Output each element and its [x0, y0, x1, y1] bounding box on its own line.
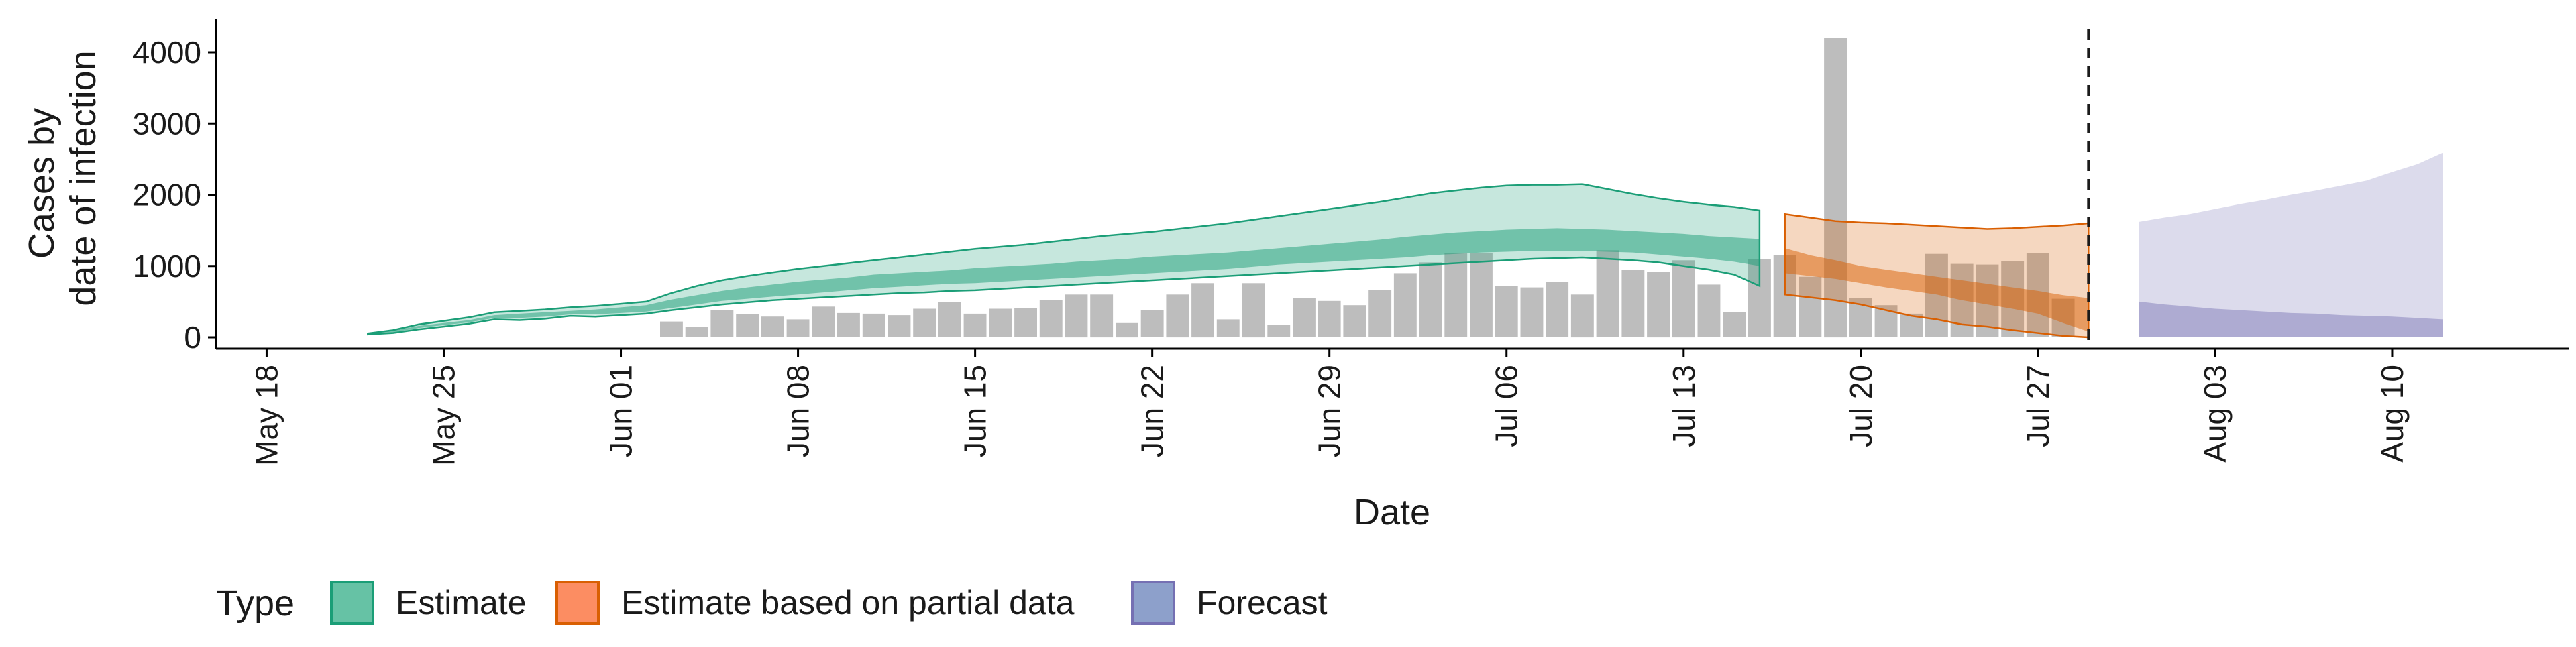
x-tick-label: Jun 08: [781, 365, 816, 457]
reported-cases-bar: [1520, 287, 1544, 337]
reported-cases-bar: [1343, 305, 1366, 337]
reported-cases-bar: [1824, 38, 1847, 338]
reported-cases-bar: [1697, 284, 1721, 337]
legend-label-estimate: Estimate: [396, 584, 527, 622]
reported-cases-bar: [1621, 270, 1645, 337]
reported-cases-bar: [1570, 294, 1594, 338]
reported-cases-bar: [1191, 283, 1214, 338]
x-tick-label: Jul 13: [1666, 365, 1701, 447]
x-tick-label: Jul 27: [2021, 365, 2055, 447]
y-axis-title-line-1: Cases by: [21, 108, 62, 259]
reported-cases-bar: [1723, 312, 1746, 337]
estimate-band-50: [368, 228, 1760, 335]
y-tick-label: 4000: [133, 35, 201, 70]
reported-cases-bar: [1672, 260, 1695, 338]
reported-cases-bar: [1318, 300, 1341, 337]
reported-cases-bar: [660, 321, 683, 337]
reported-cases-bar: [786, 319, 810, 337]
reported-cases-bar: [963, 313, 987, 337]
forecast-band-90: [2139, 152, 2443, 338]
x-tick-label: Jun 22: [1135, 365, 1170, 457]
y-tick-label: 2000: [133, 178, 201, 213]
reported-cases-bar: [1596, 250, 1619, 337]
legend-label-partial: Estimate based on partial data: [621, 584, 1075, 622]
reported-cases-bar: [1140, 310, 1164, 337]
x-tick-label: Aug 10: [2375, 365, 2410, 463]
reported-cases-bar: [938, 302, 961, 337]
reported-cases-bar: [1546, 282, 1569, 337]
x-tick-label: May 25: [427, 365, 462, 466]
reported-cases-bar: [1393, 273, 1417, 337]
reported-cases-bar: [1166, 294, 1189, 338]
y-tick-label: 3000: [133, 106, 201, 141]
reported-cases-bar: [710, 310, 734, 337]
x-tick-label: May 18: [249, 365, 284, 466]
reported-cases-bar: [1293, 298, 1316, 337]
reported-cases-bar: [1242, 283, 1265, 338]
y-tick-label: 1000: [133, 249, 201, 284]
reported-cases-bar: [1267, 325, 1291, 337]
legend-title: Type: [216, 583, 294, 624]
x-tick-label: Jul 20: [1843, 365, 1878, 447]
reported-cases-bar: [812, 306, 835, 337]
legend-label-forecast: Forecast: [1197, 584, 1328, 622]
x-tick-label: Jun 15: [958, 365, 993, 457]
reported-cases-bar: [1090, 294, 1114, 338]
axes: Date Cases by date of infection 0 1000 200…: [21, 19, 2569, 532]
reported-cases-bar: [1116, 322, 1138, 338]
reported-cases-bar: [1647, 272, 1670, 338]
y-axis-title: Cases by date of infection: [21, 50, 103, 306]
x-tick-label: Jun 29: [1312, 365, 1347, 457]
reported-cases-bar: [1065, 294, 1088, 338]
reported-cases-bar: [1368, 290, 1392, 337]
legend-key-forecast: [1131, 581, 1175, 625]
x-axis-title: Date: [1354, 492, 1430, 532]
reported-cases-bar: [989, 308, 1012, 337]
reported-cases-bar: [913, 308, 936, 337]
reported-cases-bar: [862, 313, 885, 337]
legend-key-partial: [555, 581, 600, 625]
plot-area: [367, 29, 2443, 349]
x-tick-label: Jul 06: [1489, 365, 1524, 447]
reported-cases-bar: [736, 314, 759, 337]
y-tick-label: 0: [184, 320, 201, 355]
reported-cases-bar: [888, 315, 911, 337]
y-axis-title-line-2: date of infection: [63, 50, 103, 306]
reported-cases-bar: [837, 312, 860, 337]
x-tick-label: Aug 03: [2198, 365, 2233, 463]
reported-cases-bar: [1444, 253, 1468, 337]
reported-cases-bar: [761, 316, 784, 337]
reported-cases-bar: [1799, 276, 1822, 337]
reported-cases-bar: [1470, 253, 1493, 337]
forecast-band-50: [2139, 301, 2443, 337]
legend-key-estimate: [330, 581, 374, 625]
partial-estimate-band-50: [1784, 248, 2089, 332]
reported-cases-bar: [1495, 286, 1518, 337]
reported-cases-bar: [1216, 319, 1240, 337]
reported-cases-bar: [1419, 262, 1442, 337]
reported-cases-bar: [685, 327, 708, 337]
legend: Type Estimate Estimate based on partial …: [216, 581, 1328, 625]
reported-cases-bar: [1039, 300, 1063, 338]
x-tick-label: Jun 01: [604, 365, 639, 457]
reported-cases-bar: [1014, 308, 1037, 337]
